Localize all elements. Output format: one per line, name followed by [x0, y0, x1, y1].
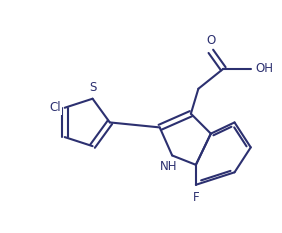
Text: NH: NH: [160, 161, 178, 173]
Text: Cl: Cl: [49, 101, 61, 114]
Text: OH: OH: [256, 62, 274, 75]
Text: S: S: [89, 81, 96, 94]
Text: F: F: [193, 191, 199, 204]
Text: O: O: [206, 34, 215, 47]
